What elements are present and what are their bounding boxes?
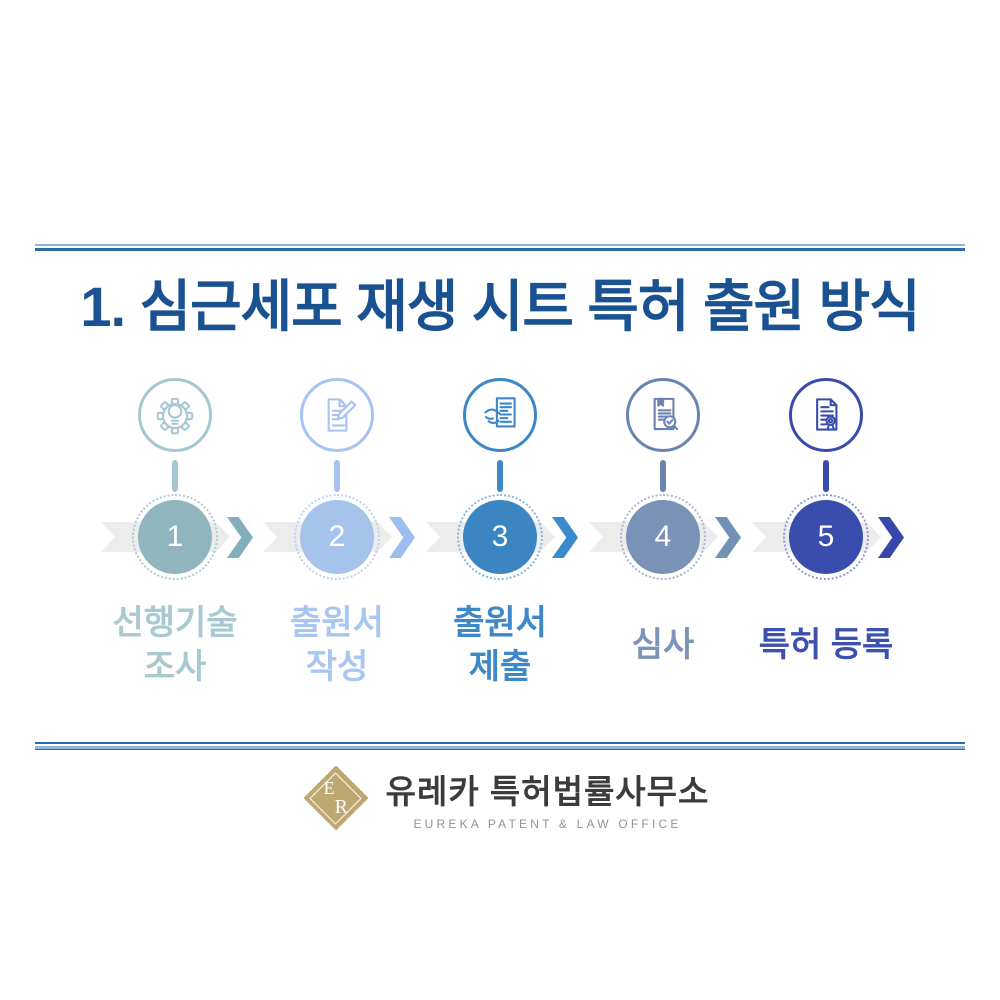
dotted-ring [620,494,706,580]
dotted-ring [132,494,218,580]
dotted-ring [783,494,869,580]
connector-line [660,460,666,492]
logo-name-korean: 유레카 특허법률사무소 [385,773,710,810]
top-divider [35,244,965,251]
chevron-right-icon [878,517,904,558]
dotted-ring [457,494,543,580]
logo-letter-r: R [334,796,348,818]
step-icon-circle [138,378,212,452]
footer-logo: E R 유레카 특허법률사무소 EUREKA PATENT & LAW OFFI… [6,765,1000,831]
step-number-badge: 1 [138,500,212,574]
divider-dark-line [35,748,965,750]
document-edit-icon [327,398,357,432]
document-submit-icon [484,397,516,428]
idea-gear-icon [156,397,194,435]
bottom-divider [35,742,965,750]
divider-dark-line [35,742,965,744]
step-patent-registration: 5 특허 등록 [736,370,916,700]
step-label: 선행기술 조사 [112,604,238,686]
logo-letter-e: E [323,778,335,798]
step-number-badge: 4 [626,500,700,574]
step-number-badge: 2 [300,500,374,574]
step-number-badge: 3 [463,500,537,574]
logo-diamond-icon: E R [303,765,369,831]
step-prior-art-search: 1 선행기술 조사 [85,370,265,700]
dotted-ring [294,494,380,580]
divider-light-line [35,244,965,246]
step-icon-circle [626,378,700,452]
document-review-icon [653,397,679,431]
step-number-badge: 5 [789,500,863,574]
step-label: 특허 등록 [758,626,894,665]
step-label: 출원서 작성 [290,604,384,686]
step-submit-application: 3 출원서 제출 [410,370,590,700]
step-label: 심사 [631,626,695,665]
certificate-icon [816,398,838,431]
page-title: 1. 심근세포 재생 시트 특허 출원 방식 [80,275,920,338]
step-examination: 4 심사 [573,370,753,700]
connector-line [334,460,340,492]
logo-name-english: EUREKA PATENT & LAW OFFICE [413,817,682,831]
step-icon-circle [463,378,537,452]
connector-line [172,460,178,492]
connector-line [823,460,829,492]
step-draft-application: 2 출원서 작성 [247,370,427,700]
step-icon-circle [789,378,863,452]
divider-dark-line [35,248,965,251]
divider-light-line [35,746,965,749]
step-label: 출원서 제출 [453,604,547,686]
step-icon-circle [300,378,374,452]
connector-line [497,460,503,492]
